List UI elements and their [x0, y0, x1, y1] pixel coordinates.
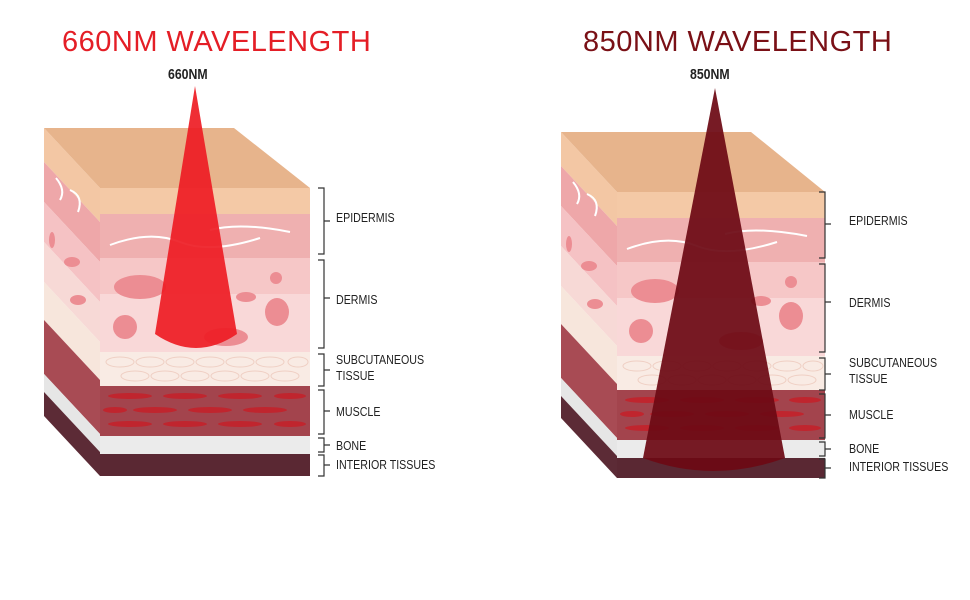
panel-title: 850NM WAVELENGTH: [583, 26, 893, 58]
beam-label: 660NM: [168, 66, 208, 83]
block-side-face: [44, 128, 100, 476]
label-muscle: MUSCLE: [849, 407, 894, 422]
label-subcutaneous-2: TISSUE: [849, 371, 888, 386]
layer-bone: [100, 436, 310, 454]
layer-brackets: [819, 191, 831, 479]
layer-brackets: [318, 187, 330, 477]
beam-label: 850NM: [690, 66, 730, 83]
layer-interior: [100, 454, 310, 476]
panel-660nm: 660NM WAVELENGTH 660NM: [44, 26, 436, 477]
label-subcutaneous-2: TISSUE: [336, 368, 375, 383]
label-subcutaneous-1: SUBCUTANEOUS: [849, 355, 938, 370]
label-bone: BONE: [849, 441, 880, 456]
block-top-face: [561, 132, 825, 192]
label-epidermis: EPIDERMIS: [849, 213, 908, 228]
panel-title: 660NM WAVELENGTH: [62, 26, 372, 58]
label-subcutaneous-1: SUBCUTANEOUS: [336, 352, 425, 367]
light-beam-850nm: [643, 88, 785, 471]
skin-cross-section-diagram: [44, 86, 330, 477]
label-epidermis: EPIDERMIS: [336, 210, 395, 225]
label-dermis: DERMIS: [849, 295, 891, 310]
label-interior-tissues: INTERIOR TISSUES: [336, 457, 436, 472]
block-top-face: [44, 128, 310, 188]
label-dermis: DERMIS: [336, 292, 378, 307]
light-beam-660nm: [155, 86, 237, 348]
label-bone: BONE: [336, 438, 367, 453]
label-muscle: MUSCLE: [336, 404, 381, 419]
label-interior-tissues: INTERIOR TISSUES: [849, 459, 949, 474]
block-side-face: [561, 132, 617, 478]
skin-cross-section-diagram: [561, 88, 831, 479]
panel-850nm: 850NM WAVELENGTH 850NM: [485, 0, 970, 600]
